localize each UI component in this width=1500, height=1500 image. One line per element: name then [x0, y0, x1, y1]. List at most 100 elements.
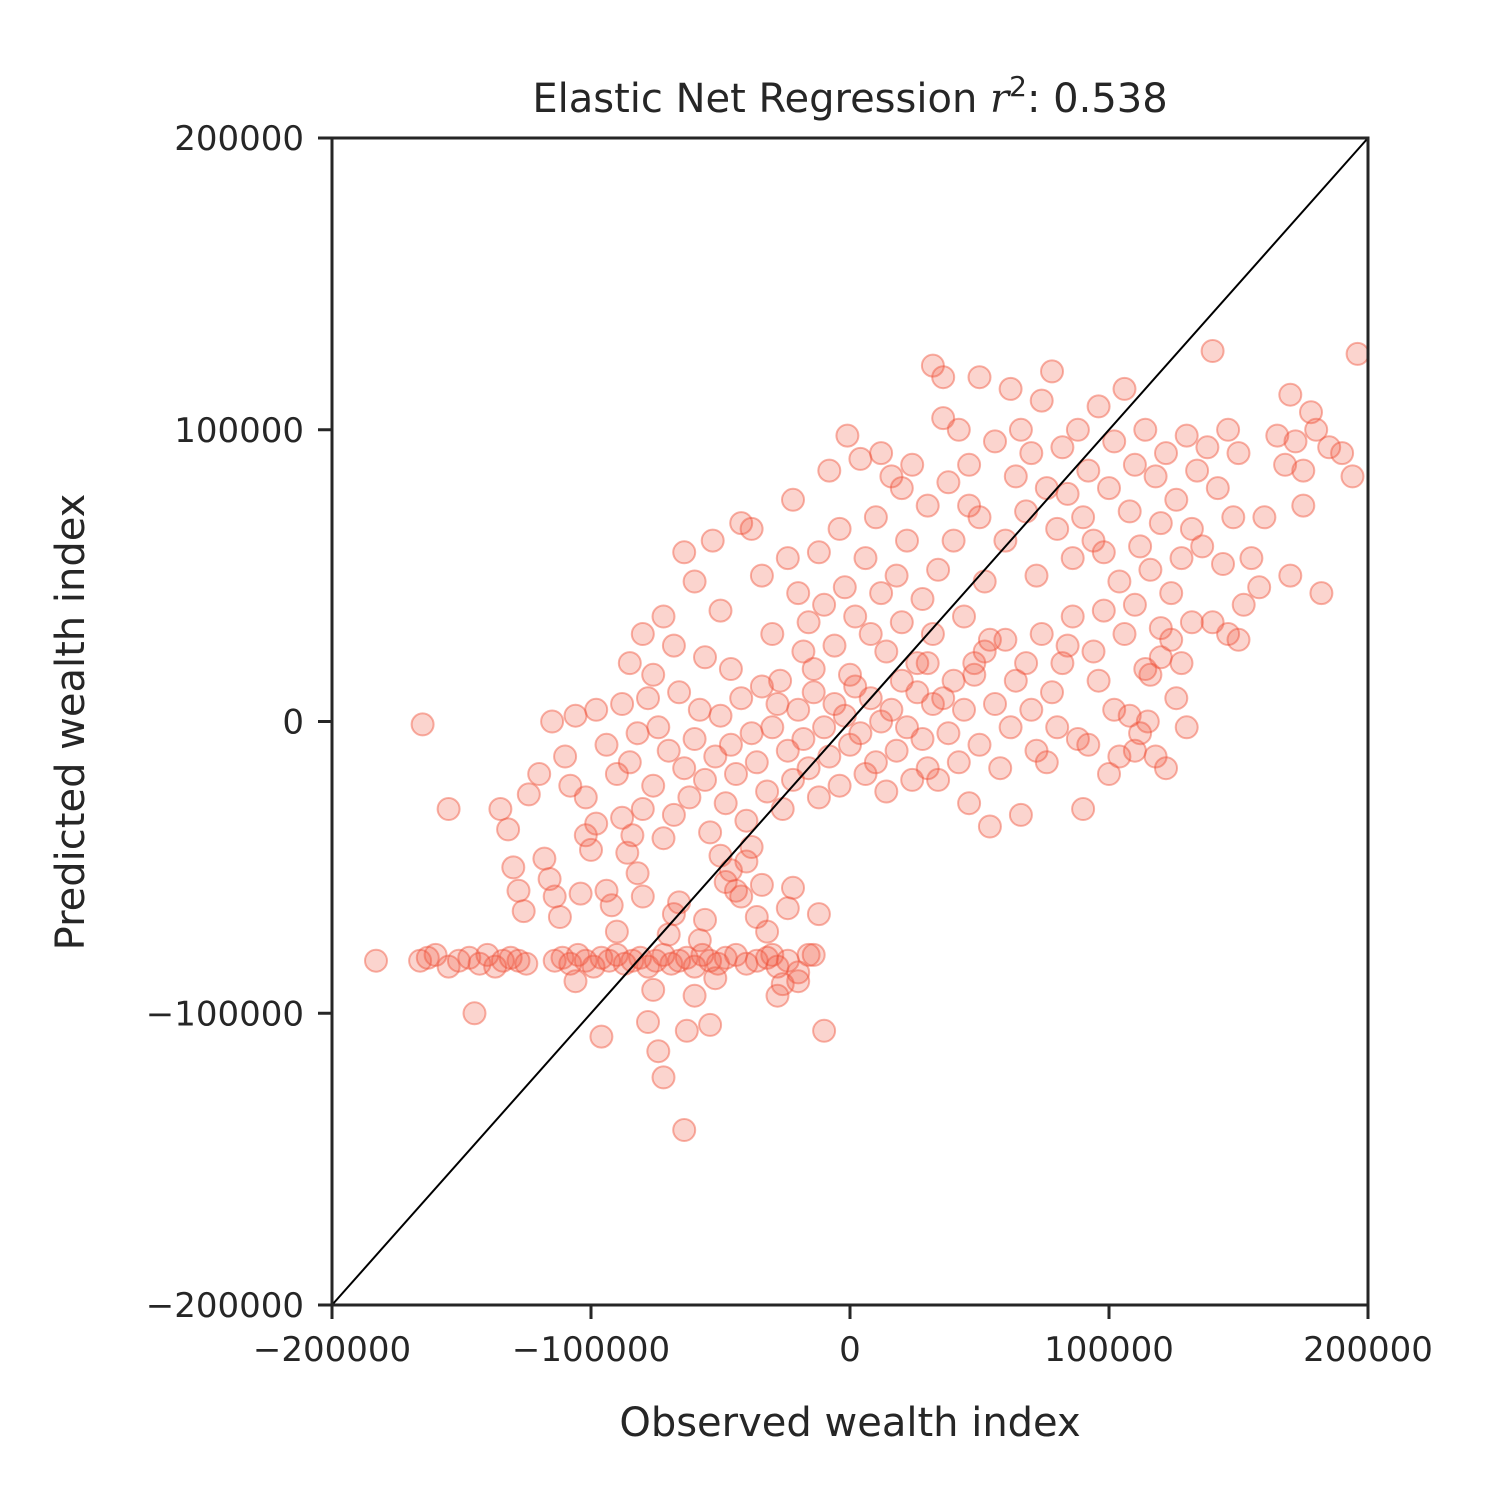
scatter-point — [946, 750, 971, 775]
scatter-point — [760, 715, 785, 740]
scatter-point — [1226, 627, 1251, 652]
scatter-point — [734, 951, 759, 976]
scatter-point — [770, 797, 795, 821]
scatter-point — [610, 805, 635, 830]
scatter-point — [620, 823, 645, 848]
scatter-point — [775, 948, 800, 973]
scatter-point — [687, 928, 712, 953]
scatter-point — [952, 604, 976, 629]
scatter-point — [718, 657, 743, 681]
scatter-point — [475, 942, 500, 967]
scatter-point — [498, 945, 523, 970]
scatter-point — [705, 951, 730, 976]
scatter-point — [659, 951, 684, 976]
scatter-point — [1195, 435, 1220, 460]
scatter-point — [651, 1065, 676, 1090]
scatter-point — [801, 680, 826, 705]
scatter-point — [713, 791, 738, 816]
scatter-point — [827, 516, 852, 541]
scatter-point — [843, 674, 868, 699]
scatter-point — [739, 516, 764, 541]
scatter-point — [610, 692, 635, 716]
scatter-point — [617, 651, 642, 676]
scatter-point — [436, 954, 461, 979]
scatter-point — [1200, 610, 1225, 635]
scatter-point — [1117, 499, 1142, 524]
scatter-point — [1164, 487, 1189, 512]
scatter-point — [501, 855, 526, 880]
scatter-point — [446, 948, 471, 973]
scatter-point — [656, 922, 681, 947]
scatter-point — [915, 651, 940, 676]
x-tick-label: 0 — [839, 1330, 861, 1370]
scatter-point — [874, 639, 899, 664]
scatter-point — [926, 557, 951, 582]
scatter-point — [998, 376, 1023, 401]
scatter-point — [781, 875, 805, 900]
scatter-point — [1029, 622, 1054, 646]
scatter-point — [838, 732, 862, 757]
scatter-point — [796, 610, 821, 635]
scatter-point — [630, 797, 655, 821]
scatter-point — [661, 802, 686, 827]
scatter-point — [584, 697, 609, 722]
scatter-point — [589, 1024, 614, 1049]
scatter-point — [957, 791, 982, 816]
scatter-point — [1283, 429, 1308, 454]
scatter-point — [796, 942, 821, 967]
identity-reference-line — [331, 137, 1369, 1306]
scatter-point — [957, 493, 982, 518]
scatter-point — [682, 983, 707, 1008]
scatter-point — [553, 744, 578, 769]
scatter-point — [869, 581, 894, 606]
scatter-point — [506, 878, 531, 903]
scatter-point — [915, 756, 940, 781]
scatter-point — [962, 651, 987, 676]
scatter-point — [806, 785, 831, 810]
scatter-point — [941, 668, 966, 693]
scatter-point — [483, 954, 508, 979]
scatter-point — [540, 709, 565, 734]
scatter-point — [853, 762, 878, 786]
scatter-point — [835, 423, 860, 448]
scatter-point — [952, 697, 976, 722]
scatter-point — [1190, 534, 1215, 559]
scatter-point — [734, 849, 759, 874]
scatter-point — [972, 639, 997, 664]
scatter-point — [827, 773, 852, 798]
scatter-point — [1138, 557, 1163, 582]
scatter-point — [755, 945, 780, 970]
scatter-point — [1340, 464, 1365, 489]
scatter-point — [1097, 476, 1121, 501]
scatter-point — [920, 353, 945, 378]
scatter-point — [812, 1018, 837, 1043]
scatter-point — [1024, 563, 1049, 588]
scatter-point — [806, 902, 831, 927]
scatter-point — [993, 627, 1018, 652]
scatter-point — [1179, 516, 1204, 541]
y-tick-label: −200000 — [146, 1286, 304, 1326]
scatter-point — [967, 365, 992, 390]
scatter-point — [661, 902, 686, 927]
scatter-point — [884, 563, 909, 588]
scatter-point — [698, 948, 723, 973]
scatter-point — [693, 907, 717, 932]
scatter-point — [863, 505, 888, 530]
scatter-point — [889, 668, 914, 693]
scatter-point — [838, 662, 862, 687]
scatter-point — [915, 493, 940, 518]
scatter-point — [869, 709, 894, 734]
scatter-point — [646, 715, 671, 740]
y-tick-label: −100000 — [146, 994, 304, 1034]
scatter-point — [1174, 715, 1199, 740]
scatter-point — [511, 899, 536, 924]
scatter-point — [615, 840, 640, 865]
scatter-point — [1148, 616, 1173, 641]
scatter-point — [765, 954, 790, 979]
scatter-point — [1179, 610, 1204, 635]
scatter-point — [1148, 511, 1173, 536]
scatter-point — [936, 721, 961, 746]
scatter-point — [786, 960, 811, 985]
scatter-point — [724, 762, 748, 786]
